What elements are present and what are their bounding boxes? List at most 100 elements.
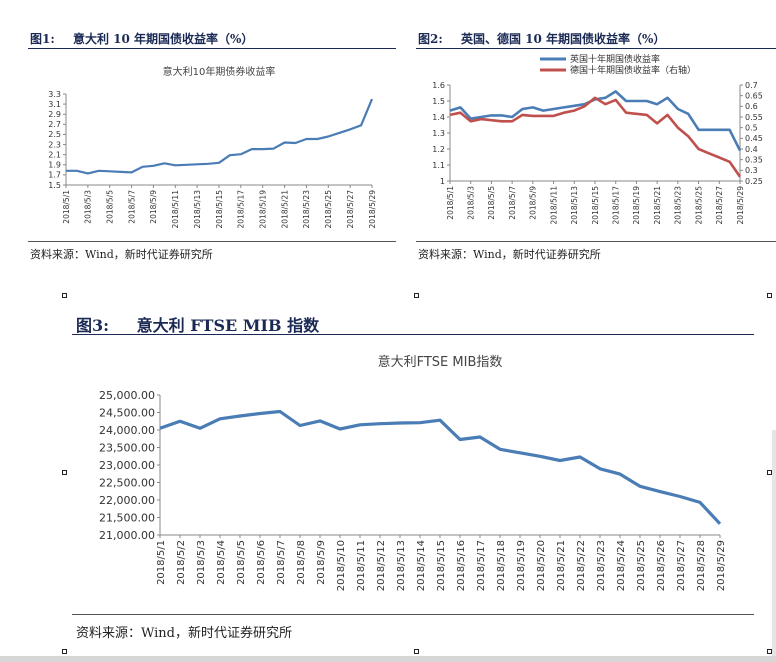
legend-label: 德国十年期国债收益率（右轴）: [570, 64, 696, 76]
x-tick-label: 2018/5/1: [156, 540, 167, 585]
y-tick-label: 2.5: [48, 130, 61, 139]
series-line: [66, 98, 374, 175]
x-tick-label: 2018/5/2: [176, 540, 187, 585]
x-tick-label: 2018/5/19: [516, 540, 527, 591]
x-tick-label: 2018/5/10: [336, 540, 347, 591]
resize-handle[interactable]: [414, 649, 419, 654]
x-tick-label: 2018/5/4: [216, 540, 227, 585]
series-line-right: [449, 96, 742, 178]
y-tick-label: 1.9: [48, 161, 61, 170]
x-tick-label: 2018/5/15: [591, 186, 600, 225]
x-tick-label: 2018/5/9: [149, 190, 158, 224]
y-tick-label: 21,000.00: [99, 529, 155, 542]
x-tick-label: 2018/5/16: [456, 540, 467, 591]
x-tick-label: 2018/5/7: [508, 186, 517, 220]
fig2-top-rule: [416, 48, 776, 49]
series-line: [159, 409, 722, 525]
x-tick-label: 2018/5/17: [237, 190, 246, 229]
x-tick-label: 2018/5/11: [171, 190, 180, 229]
y2-tick-label: 0.5: [745, 123, 758, 132]
chart2-uk-germany-10y-yield: 1 1.1 1.2 1.3 1.4 1.5 1.6 0.25 0.3 0.350.4 0.45 0.5…: [432, 53, 763, 225]
resize-handle[interactable]: [62, 649, 67, 654]
resize-handle[interactable]: [767, 649, 772, 654]
x-tick-label: 2018/5/27: [676, 540, 687, 591]
x-tick-label: 2018/5/23: [596, 540, 607, 591]
horizontal-scrollbar[interactable]: [0, 656, 776, 662]
fig2-label: 图2:: [418, 32, 443, 46]
resize-handle[interactable]: [767, 293, 772, 298]
x-tick-label: 2018/5/13: [570, 186, 579, 225]
y-tick-label: 3.3: [48, 90, 61, 99]
y2-tick-label: 0.55: [745, 113, 763, 122]
y-tick-label: 1.2: [432, 145, 445, 154]
y-tick-label: 2.3: [48, 140, 61, 149]
y-tick-label: 24,000.00: [99, 424, 155, 437]
x-tick-label: 2018/5/29: [716, 540, 727, 591]
resize-handle[interactable]: [414, 293, 419, 298]
x-tick-label: 2018/5/21: [556, 540, 567, 591]
legend-label: 英国十年期国债收益率: [570, 53, 660, 65]
x-tick-label: 2018/5/14: [416, 540, 427, 591]
x-tick-label: 2018/5/9: [316, 540, 327, 585]
y-tick-label: 1.1: [432, 161, 445, 170]
fig3-heading: 图3: 意大利 FTSE MIB 指数: [76, 312, 319, 336]
y2-tick-label: 0.3: [745, 166, 758, 175]
x-tick-label: 2018/5/3: [84, 190, 93, 224]
fig1-top-rule: [28, 48, 396, 49]
x-tick-label: 2018/5/13: [193, 190, 202, 229]
resize-handle[interactable]: [62, 293, 67, 298]
fig3-top-rule: [72, 334, 754, 335]
x-tick-label: 2018/5/19: [259, 190, 268, 229]
x-tick-label: 2018/5/9: [529, 186, 538, 220]
y2-tick-label: 0.4: [745, 145, 758, 154]
chart-title: 意大利10年期债券收益率: [163, 65, 276, 78]
x-tick-label: 2018/5/5: [487, 186, 496, 220]
x-tick-label: 2018/5/15: [215, 190, 224, 229]
x-tick-label: 2018/5/15: [436, 540, 447, 591]
y2-tick-label: 0.7: [745, 81, 758, 90]
x-tick-label: 2018/5/17: [476, 540, 487, 591]
x-tick-label: 2018/5/6: [256, 540, 267, 585]
y-tick-label: 1: [440, 177, 445, 186]
x-tick-label: 2018/5/5: [106, 190, 115, 224]
x-tick-label: 2018/5/20: [536, 540, 547, 591]
fig1-title: 意大利 10 年期国债收益率（%）: [72, 32, 254, 46]
x-tick-label: 2018/5/17: [612, 186, 621, 225]
x-tick-label: 2018/5/23: [674, 186, 683, 225]
y2-tick-label: 0.35: [745, 155, 763, 164]
fig2-source: 资料来源：Wind，新时代证券研究所: [418, 248, 601, 261]
fig2-heading: 图2: 英国、德国 10 年期国债收益率（%）: [418, 30, 665, 47]
fig3-source: 资料来源：Wind，新时代证券研究所: [76, 626, 292, 641]
x-tick-label: 2018/5/18: [496, 540, 507, 591]
resize-handle[interactable]: [62, 470, 67, 475]
fig1-source: 资料来源：Wind，新时代证券研究所: [30, 248, 213, 261]
fig1-heading: 图1: 意大利 10 年期国债收益率（%）: [30, 30, 253, 47]
x-tick-label: 2018/5/8: [296, 540, 307, 585]
x-tick-label: 2018/5/1: [446, 186, 455, 220]
fig1-label: 图1:: [30, 32, 55, 46]
vertical-scrollbar[interactable]: [772, 430, 776, 662]
x-tick-label: 2018/5/24: [616, 540, 627, 591]
x-tick-label: 2018/5/5: [236, 540, 247, 585]
fig2-title: 英国、德国 10 年期国债收益率（%）: [460, 32, 666, 46]
y-tick-label: 21,500.00: [99, 511, 155, 524]
y-tick-label: 1.7: [48, 171, 61, 180]
y-tick-label: 1.5: [432, 97, 445, 106]
y-tick-label: 1.5: [48, 181, 61, 190]
fig3-label: 图3:: [76, 316, 110, 335]
x-tick-label: 2018/5/27: [715, 186, 724, 225]
chart-title: 意大利FTSE MIB指数: [378, 354, 503, 370]
y-tick-label: 24,500.00: [99, 406, 155, 419]
y-tick-label: 22,000.00: [99, 494, 155, 507]
x-tick-label: 2018/5/21: [653, 186, 662, 225]
x-tick-label: 2018/5/26: [656, 540, 667, 591]
x-tick-label: 2018/5/1: [62, 190, 71, 224]
x-tick-label: 2018/5/23: [302, 190, 311, 229]
x-tick-label: 2018/5/11: [549, 186, 558, 225]
x-tick-label: 2018/5/11: [356, 540, 367, 591]
x-tick-label: 2018/5/25: [694, 186, 703, 225]
x-tick-label: 2018/5/28: [696, 540, 707, 591]
resize-handle[interactable]: [767, 470, 772, 475]
y-tick-label: 2.9: [48, 110, 61, 119]
y-tick-label: 2.7: [48, 120, 61, 129]
